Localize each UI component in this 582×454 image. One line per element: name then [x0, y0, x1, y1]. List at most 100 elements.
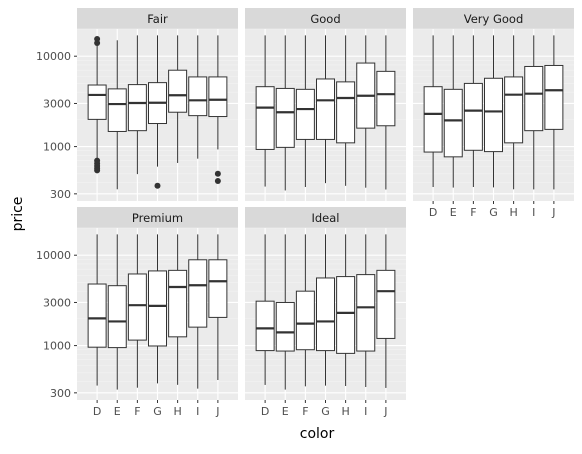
box-iqr: [316, 78, 335, 140]
box-G: [484, 35, 503, 188]
box-F: [127, 35, 147, 175]
box-iqr: [168, 269, 188, 338]
facet-strip-label: Ideal: [311, 211, 339, 225]
box-H: [336, 35, 356, 186]
facet-panel-ideal: Ideal D E F G H I J: [245, 207, 406, 418]
x-axis-title: color: [300, 426, 335, 442]
box-J: [376, 234, 396, 388]
x-tick-label: J: [383, 405, 387, 418]
box-iqr: [524, 65, 544, 132]
outlier-point: [94, 167, 101, 174]
x-tick-label: J: [215, 405, 219, 418]
box-I: [356, 234, 376, 388]
facet-panel-premium: Premium 300 1000 3000 10000 D E F G H I J: [36, 207, 238, 418]
box-I: [188, 234, 208, 389]
box-H: [168, 234, 188, 385]
y-tick-label: 3000: [43, 97, 71, 110]
x-tick-label: E: [282, 405, 289, 418]
box-iqr: [356, 274, 376, 352]
facet-strip-label: Good: [310, 12, 340, 26]
box-iqr: [504, 76, 524, 144]
box-D: [255, 35, 275, 187]
x-tick-label: H: [509, 206, 517, 219]
x-tick-label: G: [489, 206, 498, 219]
box-I: [188, 35, 208, 159]
x-tick-label: D: [261, 405, 269, 418]
box-iqr: [295, 290, 315, 351]
box-G: [148, 35, 167, 189]
box-D: [87, 36, 107, 174]
box-iqr: [188, 259, 208, 328]
box-iqr: [168, 69, 188, 113]
x-tick-label: H: [173, 405, 181, 418]
box-D: [87, 234, 107, 386]
box-iqr: [107, 285, 127, 349]
box-E: [107, 234, 127, 390]
y-tick-label: 300: [50, 387, 71, 400]
box-E: [443, 35, 463, 188]
box-E: [275, 234, 295, 390]
box-J: [208, 35, 228, 185]
box-H: [504, 35, 524, 190]
box-iqr: [336, 81, 356, 144]
outlier-point: [94, 36, 101, 43]
facet-strip: [245, 8, 406, 29]
box-iqr: [208, 76, 228, 118]
box-G: [316, 35, 335, 184]
box-iqr: [463, 82, 483, 151]
box-H: [336, 234, 356, 387]
box-I: [524, 35, 544, 190]
facet-panel-very-good: Very Good D E F G H I J: [413, 8, 574, 219]
box-G: [148, 234, 167, 384]
x-tick-label: E: [114, 405, 121, 418]
box-F: [295, 234, 315, 387]
box-iqr: [484, 77, 503, 153]
y-tick-label: 1000: [43, 141, 71, 154]
box-iqr: [275, 301, 295, 352]
y-tick-label: 1000: [43, 340, 71, 353]
box-iqr: [316, 277, 335, 352]
y-tick-label: 300: [50, 188, 71, 201]
box-H: [168, 35, 188, 163]
y-tick-label: 10000: [36, 249, 71, 262]
x-tick-label: F: [134, 405, 140, 418]
x-tick-label: I: [196, 405, 199, 418]
box-iqr: [376, 70, 396, 127]
x-tick-label: H: [341, 405, 349, 418]
outlier-point: [214, 170, 221, 177]
facet-strip-label: Premium: [132, 211, 183, 225]
outlier-point: [154, 182, 161, 189]
box-iqr: [87, 283, 107, 348]
box-iqr: [255, 86, 275, 150]
x-tick-label: I: [364, 405, 367, 418]
box-iqr: [87, 84, 107, 120]
box-iqr: [423, 86, 443, 153]
box-iqr: [295, 88, 315, 140]
y-tick-label: 3000: [43, 296, 71, 309]
facet-panel-fair: Fair 300 1000 3000 10000: [36, 8, 238, 201]
x-tick-label: F: [470, 206, 476, 219]
facet-strip-label: Very Good: [464, 12, 524, 26]
box-J: [208, 234, 228, 381]
y-axis-title: price: [10, 197, 26, 232]
box-iqr: [443, 88, 463, 158]
facet-panel-good: Good: [245, 8, 406, 201]
facet-strip: [77, 8, 238, 29]
box-iqr: [127, 84, 147, 132]
box-iqr: [376, 269, 396, 339]
x-tick-label: D: [429, 206, 437, 219]
x-tick-label: D: [93, 405, 101, 418]
box-iqr: [544, 64, 564, 130]
x-tick-label: J: [551, 206, 555, 219]
box-iqr: [336, 276, 356, 354]
box-E: [107, 40, 127, 190]
box-D: [423, 35, 443, 188]
x-tick-label: F: [302, 405, 308, 418]
x-tick-label: G: [321, 405, 330, 418]
box-iqr: [255, 300, 275, 352]
box-J: [544, 35, 564, 190]
box-E: [275, 35, 295, 191]
facet-strip: [413, 8, 574, 29]
box-F: [295, 35, 315, 188]
